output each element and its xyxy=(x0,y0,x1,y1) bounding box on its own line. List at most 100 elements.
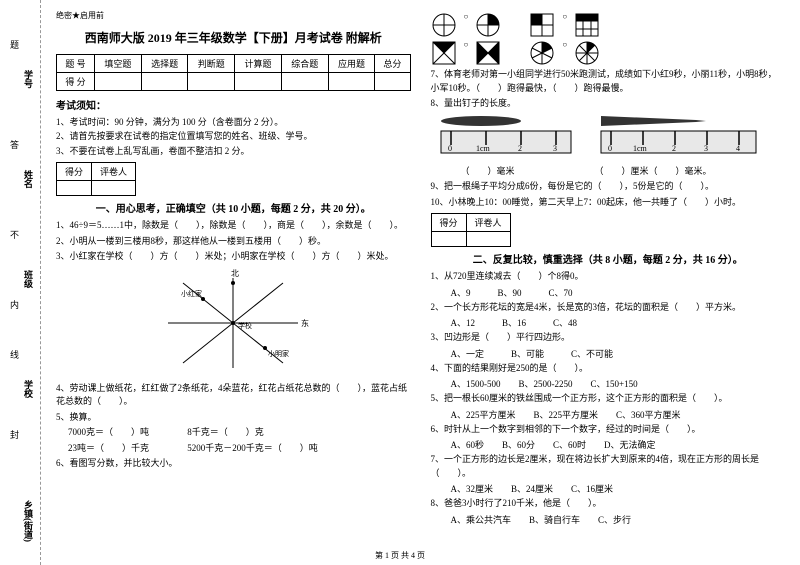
question-1: 1、46÷9＝5……1中，除数是（ ），除数是（ ），商是（ ），余数是（ ）。 xyxy=(56,219,411,233)
s2-q7: 7、一个正方形的边长是2厘米，现在将边长扩大到原来的4倍，现在正方形的周长是（ … xyxy=(431,453,786,480)
margin-note-inside: 内 xyxy=(8,300,21,309)
compare-symbol: ○ xyxy=(562,40,567,66)
ruler-diagram-1: 0 1cm 2 3 xyxy=(431,113,581,163)
compass-diagram: 北 东 学校 小红家 小明家 xyxy=(153,268,313,378)
question-2: 2、小明从一楼到三楼用8秒，那这样他从一楼到五楼用（ ）秒。 xyxy=(56,235,411,249)
s2-q7-opts: A、32厘米 B、24厘米 C、16厘米 xyxy=(451,482,786,495)
question-5: 5、换算。 xyxy=(56,411,411,425)
svg-text:2: 2 xyxy=(518,144,522,153)
s2-q4-opts: A、1500-500 B、2500-2250 C、150+150 xyxy=(451,377,786,390)
page-footer: 第 1 页 共 4 页 xyxy=(0,550,800,561)
q8a-text: （ ）毫米 xyxy=(461,165,515,179)
svg-text:3: 3 xyxy=(704,144,708,153)
notice-list: 1、考试时间：90 分钟，满分为 100 分（含卷面分 2 分）。 2、请首先按… xyxy=(56,115,411,158)
score-cell: 总分 xyxy=(375,55,410,73)
svg-text:北: 北 xyxy=(231,269,239,278)
s2-q5: 5、把一根长60厘米的铁丝围成一个正方形，这个正方形的面积是（ ）。 xyxy=(431,392,786,406)
question-5a: 7000克＝（ ）吨 8千克＝（ ）克 xyxy=(68,426,411,440)
s2-q1-opts: A、9 B、90 C、70 xyxy=(451,286,786,299)
svg-text:1cm: 1cm xyxy=(633,144,648,153)
q5c-text: 23吨＝（ ）千克 xyxy=(68,443,149,453)
score-cell xyxy=(375,73,410,91)
compare-symbol: ○ xyxy=(464,40,469,66)
margin-school: 学校 xyxy=(22,380,35,398)
exam-title: 西南师大版 2019 年三年级数学【下册】月考试卷 附解析 xyxy=(56,29,411,46)
svg-text:3: 3 xyxy=(553,144,557,153)
square-fraction-icon xyxy=(431,40,457,66)
score-cell xyxy=(235,73,282,91)
margin-note-line: 线 xyxy=(8,350,21,359)
svg-text:0: 0 xyxy=(448,144,452,153)
s2-q1: 1、从720里连续减去（ ）个8得0。 xyxy=(431,270,786,284)
score-cell: 填空题 xyxy=(94,55,141,73)
table-row: 得 分 xyxy=(57,73,411,91)
q5a-text: 7000克＝（ ）吨 xyxy=(68,427,149,437)
score-cell: 题 号 xyxy=(57,55,95,73)
question-9: 9、把一根绳子平均分成6份，每份是它的（ ），5份是它的（ ）。 xyxy=(431,180,786,194)
notice-item: 2、请首先按要求在试卷的指定位置填写您的姓名、班级、学号。 xyxy=(56,129,411,143)
circle-fraction-icon xyxy=(431,12,457,38)
ruler-row: 0 1cm 2 3 0 1cm 2 3 4 xyxy=(431,113,786,163)
grade-box-2: 得分评卷人 xyxy=(431,213,511,247)
q5d-text: 5200千克－200千克＝（ ）吨 xyxy=(187,443,318,453)
score-table: 题 号 填空题 选择题 判断题 计算题 综合题 应用题 总分 得 分 xyxy=(56,54,411,91)
notice-item: 1、考试时间：90 分钟，满分为 100 分（含卷面分 2 分）。 xyxy=(56,115,411,129)
fraction-diagram-row1: ○ ○ xyxy=(431,12,786,38)
margin-note-seal: 封 xyxy=(8,430,21,439)
s2-q8: 8、爸爸3小时行了210千米，他是（ ）。 xyxy=(431,497,786,511)
q8b-text: （ ）厘米（ ）毫米。 xyxy=(595,165,712,179)
square-fraction-icon xyxy=(529,12,555,38)
question-10: 10、小林晚上10：00睡觉，第二天早上7：00起床，他一共睡了（ ）小时。 xyxy=(431,196,786,210)
margin-class: 班级 xyxy=(22,270,35,288)
square-fraction-icon xyxy=(475,40,501,66)
grade-cell xyxy=(466,232,510,247)
svg-text:东: 东 xyxy=(301,318,309,328)
compass-svg: 北 东 学校 小红家 小明家 xyxy=(153,268,313,378)
page-root: 乡镇(街道) 封 学校 线 内 班级 不 姓名 答 学号 题 绝密★启用前 西南… xyxy=(0,0,800,565)
question-8: 8、量出钉子的长度。 xyxy=(431,97,786,111)
grade-cell xyxy=(57,181,92,196)
score-cell xyxy=(94,73,141,91)
square-fraction-icon xyxy=(574,12,600,38)
grade-cell: 得分 xyxy=(431,214,466,232)
binding-margin: 乡镇(街道) 封 学校 线 内 班级 不 姓名 答 学号 题 xyxy=(0,0,41,565)
svg-text:小红家: 小红家 xyxy=(181,289,202,298)
grade-cell xyxy=(431,232,466,247)
right-column: ○ ○ ○ ○ 7、体育老师对第一小组同学进行50米跑测试，成绩如下小红9秒，小… xyxy=(431,10,786,560)
score-cell xyxy=(188,73,235,91)
margin-name: 姓名 xyxy=(22,170,35,188)
notice-title: 考试须知： xyxy=(56,97,411,112)
grade-cell xyxy=(92,181,136,196)
margin-note-no: 不 xyxy=(8,230,21,239)
svg-text:0: 0 xyxy=(608,144,612,153)
compare-symbol: ○ xyxy=(562,12,567,38)
compare-symbol: ○ xyxy=(464,12,469,38)
score-cell: 得 分 xyxy=(57,73,95,91)
question-7: 7、体育老师对第一小组同学进行50米跑测试，成绩如下小红9秒，小丽11秒，小明8… xyxy=(431,68,786,95)
ruler-diagram-2: 0 1cm 2 3 4 xyxy=(591,113,761,163)
circle-fraction-icon xyxy=(574,40,600,66)
svg-text:学校: 学校 xyxy=(238,321,252,330)
circle-fraction-icon xyxy=(475,12,501,38)
svg-text:小明家: 小明家 xyxy=(268,349,289,358)
table-row: 题 号 填空题 选择题 判断题 计算题 综合题 应用题 总分 xyxy=(57,55,411,73)
s2-q3-opts: A、一定 B、可能 C、不可能 xyxy=(451,347,786,360)
s2-q4: 4、下面的结果刚好是250的是（ ）。 xyxy=(431,362,786,376)
content-area: 绝密★启用前 西南师大版 2019 年三年级数学【下册】月考试卷 附解析 题 号… xyxy=(41,0,800,565)
question-6: 6、看图写分数，并比较大小。 xyxy=(56,457,411,471)
s2-q8-opts: A、乘公共汽车 B、骑自行车 C、步行 xyxy=(451,513,786,526)
s2-q6-opts: A、60秒 B、60分 C、60时 D、无法确定 xyxy=(451,438,786,451)
fraction-diagram-row2: ○ ○ xyxy=(431,40,786,66)
score-cell: 综合题 xyxy=(281,55,328,73)
grade-box: 得分评卷人 xyxy=(56,162,136,196)
score-cell: 应用题 xyxy=(328,55,375,73)
score-cell xyxy=(141,73,188,91)
margin-id: 学号 xyxy=(22,70,35,88)
grade-cell: 评卷人 xyxy=(466,214,510,232)
grade-cell: 得分 xyxy=(57,163,92,181)
q5b-text: 8千克＝（ ）克 xyxy=(187,427,264,437)
score-cell: 选择题 xyxy=(141,55,188,73)
left-column: 绝密★启用前 西南师大版 2019 年三年级数学【下册】月考试卷 附解析 题 号… xyxy=(56,10,411,560)
score-cell: 判断题 xyxy=(188,55,235,73)
s2-q5-opts: A、225平方厘米 B、225平方厘米 C、360平方厘米 xyxy=(451,408,786,421)
